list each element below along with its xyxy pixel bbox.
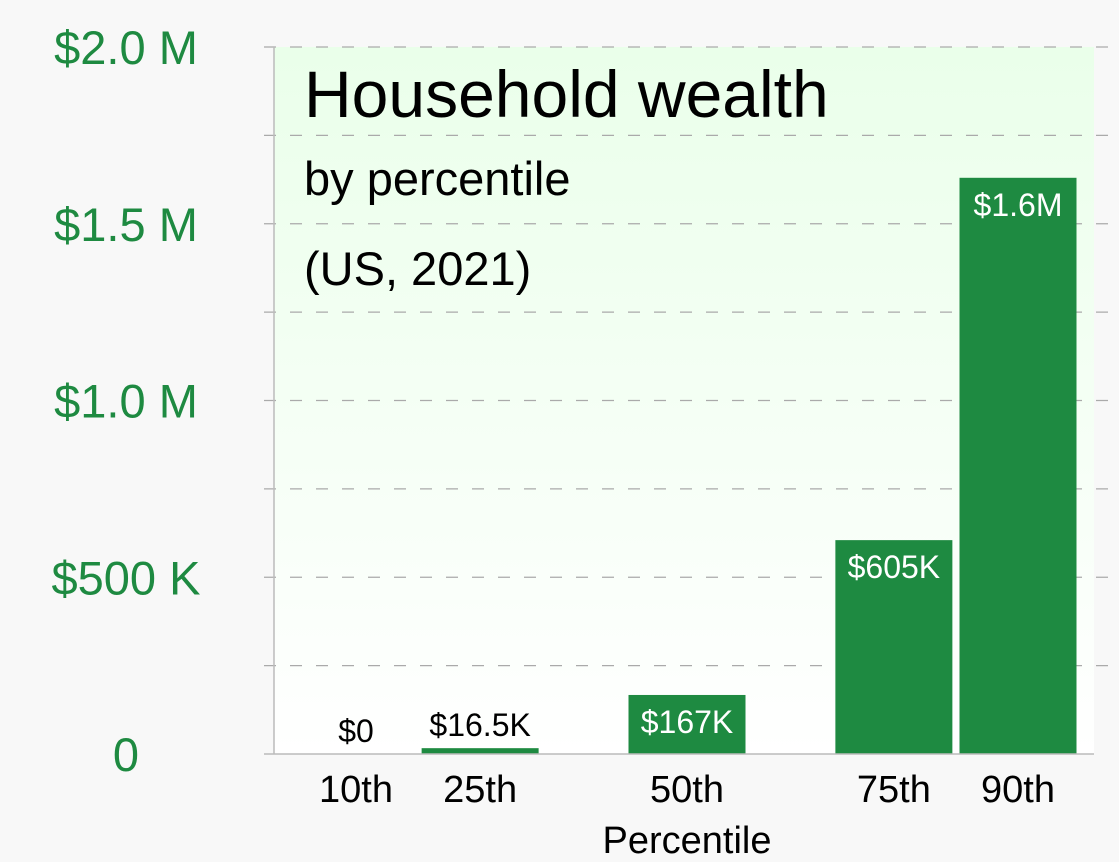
bar-data-label: $605K	[848, 549, 941, 585]
x-axis-label: Percentile	[603, 820, 772, 862]
bars: $0 $16.5K $167K $605K $1.6M	[338, 177, 1077, 755]
bar	[959, 177, 1077, 755]
x-tick-label: 50th	[650, 769, 724, 811]
y-tick-label: $500 K	[52, 551, 201, 604]
x-tick-label: 25th	[443, 769, 517, 811]
bar-data-label: $167K	[641, 704, 734, 740]
y-tick-label: $1.0 M	[54, 375, 198, 428]
bar	[835, 540, 953, 754]
chart-subtitle-line-2: (US, 2021)	[304, 242, 531, 295]
bar-data-label: $1.6M	[974, 187, 1063, 223]
axes: 0 $500 K $1.0 M $1.5 M $2.0 M 10th 25th 50th 75t…	[52, 21, 1094, 811]
x-tick-label: 75th	[857, 769, 931, 811]
bar-data-label: $0	[338, 713, 374, 749]
y-tick-label: $1.5 M	[54, 198, 198, 251]
chart-subtitle-line-1: by percentile	[304, 152, 571, 205]
bar-data-label: $16.5K	[429, 707, 530, 743]
x-tick-label: 10th	[319, 769, 393, 811]
x-tick-label: 90th	[981, 769, 1055, 811]
chart-title: Household wealth	[304, 57, 829, 131]
y-tick-label: $2.0 M	[54, 21, 198, 74]
bar	[421, 748, 539, 754]
bar	[628, 694, 746, 754]
y-tick-label: 0	[113, 728, 139, 781]
